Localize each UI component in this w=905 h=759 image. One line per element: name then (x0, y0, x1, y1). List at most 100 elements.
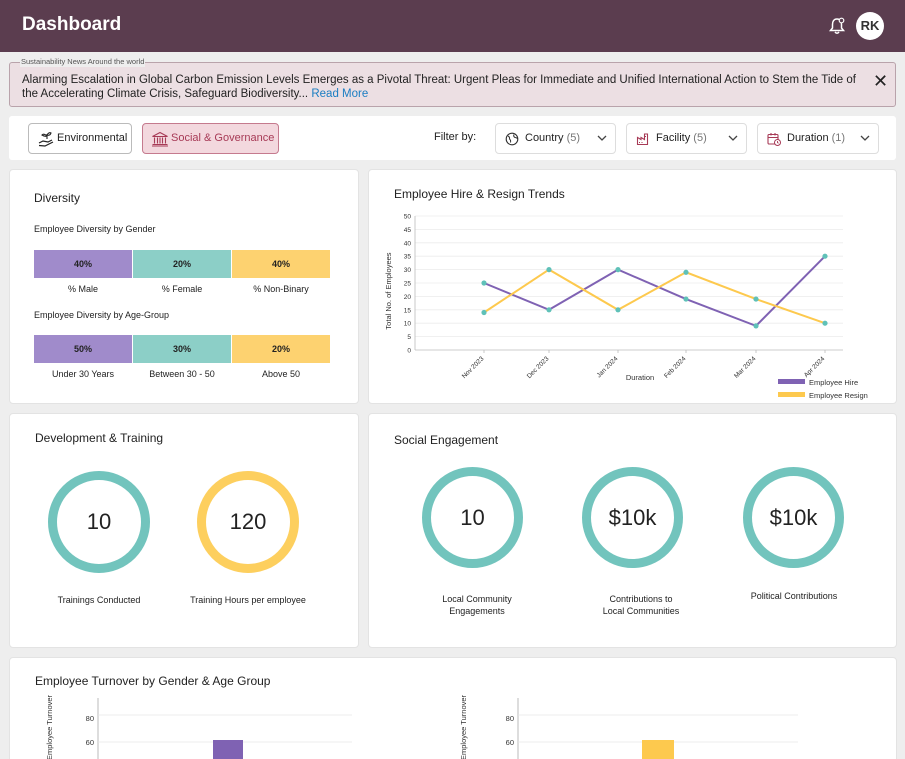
x-tick-label: Feb 2024 (663, 355, 688, 380)
hire-resign-card: Employee Hire & Resign Trends 0 5 10 15 20 25… (368, 169, 897, 404)
turnover-left-tick-60: 60 (86, 738, 94, 747)
data-point (822, 320, 828, 326)
turnover-left-y-label: Employee Turnover (45, 694, 54, 759)
political-contributions-ring: $10k (743, 467, 844, 568)
gender-nonbinary-segment: 40% (232, 250, 330, 278)
y-tick-label: 10 (404, 321, 412, 328)
plant-hand-icon (38, 132, 54, 147)
training-hours-ring: 120 (197, 471, 299, 573)
data-point (683, 296, 689, 302)
data-point (546, 267, 552, 273)
tab-environmental-label: Environmental (57, 132, 128, 144)
facility-label: Facility (656, 132, 691, 144)
hire-resign-line-chart: 0 5 10 15 20 25 30 35 40 45 50 Nov 2023 Dec 2023 Jan… (384, 214, 868, 401)
y-tick-label: 30 (404, 267, 412, 274)
trainings-conducted-label: Trainings Conducted (57, 595, 141, 605)
training-title: Development & Training (35, 431, 164, 445)
gender-female-segment: 20% (133, 250, 231, 278)
chevron-down-icon (597, 135, 607, 141)
turnover-right-tick-60: 60 (506, 738, 514, 747)
data-point (481, 280, 487, 286)
resign-series-line (483, 268, 826, 325)
tab-social-label: Social & Governance (171, 132, 275, 144)
community-contributions-ring: $10k (582, 467, 683, 568)
y-tick-label: 15 (404, 307, 412, 314)
age-diversity-title: Employee Diversity by Age-Group (34, 310, 170, 320)
globe-icon (505, 132, 519, 146)
social-engagement-card: Social Engagement 10 Local Community Eng… (368, 413, 897, 648)
hire-series-line (483, 255, 826, 328)
notification-bell-icon[interactable] (828, 17, 846, 35)
filter-by-label: Filter by: (434, 131, 477, 143)
y-tick-label: 35 (404, 254, 412, 261)
y-tick-label: 25 (404, 281, 412, 288)
training-hours-label: Training Hours per employee (190, 595, 306, 605)
tab-environmental[interactable]: Environmental (28, 123, 132, 154)
community-contributions-label-line2: Local Communities (602, 606, 680, 616)
filter-bar: Environmental Social & Governance Filter… (9, 116, 896, 160)
user-avatar[interactable]: RK (856, 12, 884, 40)
data-point (683, 269, 689, 275)
diversity-title: Diversity (34, 191, 81, 205)
y-tick-label: 5 (407, 334, 411, 341)
x-tick-label: Jan 2024 (596, 355, 620, 379)
duration-dropdown[interactable]: Duration (1) (757, 123, 879, 154)
data-point (753, 323, 759, 329)
x-tick-label: Dec 2023 (526, 355, 551, 380)
y-tick-label: 40 (404, 240, 412, 247)
y-tick-label: 50 (404, 214, 412, 221)
gender-female-label: % Female (161, 284, 203, 294)
y-tick-label: 0 (407, 348, 411, 355)
calendar-clock-icon (767, 133, 781, 146)
political-contributions-label: Political Contributions (750, 591, 838, 601)
legend-resign-label: Employee Resign (809, 391, 868, 400)
trends-x-axis-label: Duration (626, 373, 654, 382)
community-engagements-ring: 10 (422, 467, 523, 568)
gender-male-segment: 40% (34, 250, 132, 278)
data-point (546, 307, 552, 313)
x-tick-label: Nov 2023 (461, 355, 486, 380)
x-tick-label: Apr 2024 (803, 355, 827, 379)
data-point (822, 253, 828, 259)
gender-diversity-title: Employee Diversity by Gender (34, 224, 156, 234)
country-count: (5) (566, 132, 581, 144)
turnover-left-tick-80: 80 (86, 714, 94, 723)
chevron-down-icon (728, 135, 738, 141)
facility-count: (5) (693, 132, 707, 144)
gender-nonbinary-label: % Non-Binary (253, 284, 309, 294)
age-under30-segment: 50% (34, 335, 132, 363)
close-icon[interactable]: ✕ (873, 71, 889, 91)
community-contributions-label: Contributions to Local Communities (571, 593, 711, 617)
turnover-card: Employee Turnover by Gender & Age Group … (9, 657, 897, 759)
factory-icon (636, 133, 649, 146)
read-more-link[interactable]: Read More (311, 88, 369, 100)
turnover-right-y-label: Employee Turnover (459, 694, 468, 759)
country-dropdown[interactable]: Country (5) (495, 123, 616, 154)
duration-count: (1) (831, 132, 846, 144)
tab-social-governance[interactable]: Social & Governance (142, 123, 279, 154)
legend-resign-swatch (778, 392, 805, 397)
legend-hire-label: Employee Hire (809, 378, 858, 387)
age-30to50-segment: 30% (133, 335, 231, 363)
chevron-down-icon (860, 135, 870, 141)
data-point (615, 307, 621, 313)
y-tick-label: 45 (404, 227, 412, 234)
community-engagements-label-line2: Engagements (449, 606, 505, 616)
age-under30-label: Under 30 Years (51, 369, 115, 379)
community-engagements-label: Local Community Engagements (407, 593, 547, 617)
gender-male-label: % Male (67, 284, 98, 294)
community-contributions-label-line1: Contributions to (609, 594, 673, 604)
news-headline: Alarming Escalation in Global Carbon Emi… (22, 74, 856, 100)
turnover-right-tick-80: 80 (506, 714, 514, 723)
trends-y-axis-label: Total No. of Employees (384, 252, 393, 329)
turnover-title: Employee Turnover by Gender & Age Group (35, 674, 271, 688)
news-legend: Sustainability News Around the world (20, 57, 146, 67)
trends-title: Employee Hire & Resign Trends (394, 187, 565, 201)
y-tick-label: 20 (404, 294, 412, 301)
data-point (481, 309, 487, 316)
duration-label: Duration (787, 132, 829, 144)
legend-hire-swatch (778, 379, 805, 384)
facility-dropdown[interactable]: Facility (5) (626, 123, 747, 154)
training-card: Development & Training 10 Trainings Cond… (9, 413, 359, 648)
trainings-conducted-ring: 10 (48, 471, 150, 573)
